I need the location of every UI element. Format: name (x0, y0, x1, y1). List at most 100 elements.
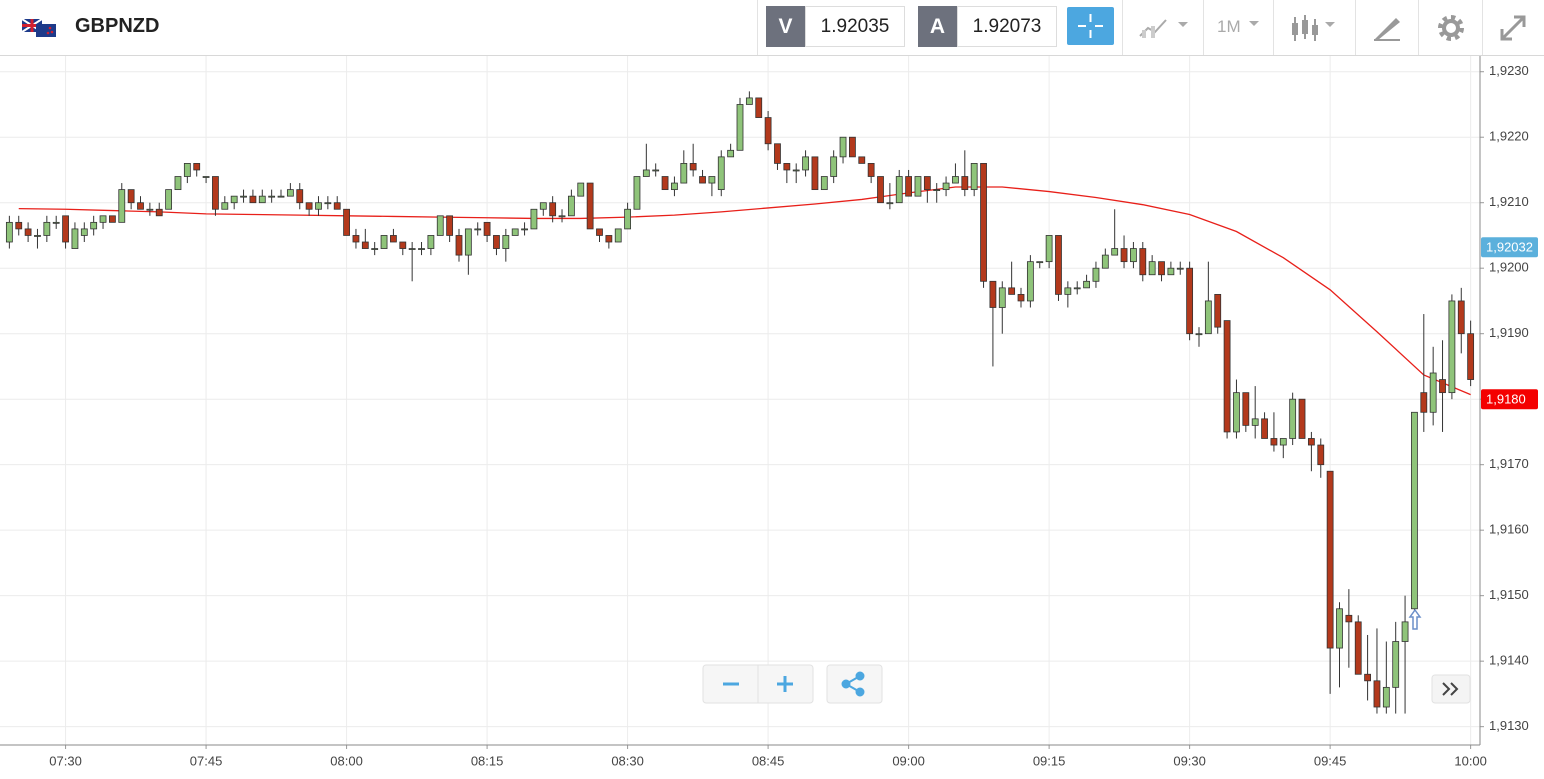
candle-body (1167, 267, 1175, 276)
bid-label[interactable]: V (766, 6, 805, 47)
candle-body (418, 248, 425, 250)
candle-body (1101, 254, 1109, 269)
candle-body (296, 189, 304, 204)
timeframe[interactable]: 1M (1217, 17, 1241, 36)
y-tick-label: 1,9170 (1489, 456, 1529, 471)
candle-body (1083, 280, 1090, 289)
candle-body (914, 176, 922, 197)
candle-body (989, 280, 997, 308)
chart-type-button[interactable] (1138, 16, 1193, 40)
candle-body (1017, 293, 1025, 302)
candle-body (202, 176, 210, 178)
scroll-end-button[interactable] (1431, 674, 1471, 704)
candle-body (1204, 300, 1212, 335)
symbol[interactable]: GBPNZD (75, 15, 160, 37)
moving-average-line (18, 186, 1471, 396)
x-tick-label: 07:30 (49, 753, 82, 768)
candle-body (877, 176, 884, 204)
ask-price[interactable]: 1.92073 (957, 6, 1057, 47)
candle-body (1270, 438, 1278, 446)
separator (1482, 0, 1483, 55)
candle-body (1411, 411, 1418, 610)
candle-body (399, 241, 407, 249)
candle-body (1392, 641, 1400, 688)
candle-body (624, 208, 631, 230)
candle-body (783, 163, 791, 171)
candle-body (952, 176, 959, 184)
bid-price[interactable]: 1.92035 (805, 6, 905, 47)
y-tick-label: 1,9190 (1489, 325, 1529, 340)
candle-body (1317, 444, 1325, 466)
candle-body (1467, 333, 1475, 380)
candle-body (34, 235, 41, 237)
candle-body (970, 163, 978, 191)
candle-body (502, 235, 510, 249)
candle-body (1429, 372, 1437, 413)
candle-body (249, 195, 257, 204)
candle-type-button[interactable] (1290, 13, 1345, 43)
separator (1418, 0, 1419, 55)
separator (1122, 0, 1123, 55)
x-tick-label: 09:00 (892, 753, 925, 768)
zoom-in-button[interactable] (777, 676, 793, 692)
candle-body (755, 97, 763, 118)
candle-body (1130, 248, 1137, 263)
candle-body (1457, 300, 1465, 335)
candle-body (521, 228, 528, 231)
candle-body (1364, 673, 1371, 682)
candle-body (109, 215, 116, 223)
candle-body (315, 202, 322, 210)
candle-body (661, 176, 669, 191)
candle-body (774, 143, 781, 164)
caret (1249, 21, 1259, 26)
candle-body (811, 156, 819, 191)
candle-body (1242, 392, 1250, 426)
fullscreen-button[interactable] (1498, 13, 1528, 43)
candle-body (820, 176, 828, 191)
ask-label[interactable]: A (918, 6, 957, 47)
candle-body (1326, 470, 1334, 649)
candle-body (1289, 398, 1297, 439)
candle-body (174, 176, 182, 191)
candle-body (596, 228, 603, 236)
candle-body (193, 163, 201, 171)
share-button[interactable] (826, 664, 883, 704)
crosshair-button[interactable] (1067, 7, 1114, 45)
settings-button[interactable] (1436, 13, 1466, 43)
candle-body (146, 208, 154, 211)
candle-body (165, 189, 173, 210)
candle-body (427, 235, 435, 249)
candle-body (830, 156, 838, 177)
toolbar: GBPNZD V 1.92035 A 1.92073 1M (0, 0, 1544, 56)
candle-body (221, 202, 229, 210)
candle-body (118, 189, 126, 223)
candle-body (745, 97, 753, 105)
candle-body (586, 182, 594, 230)
candle-body (530, 208, 538, 230)
candle-body (1279, 438, 1287, 446)
x-tick-label: 08:15 (471, 753, 504, 768)
candle-body (361, 241, 369, 249)
x-tick-label: 10:00 (1454, 753, 1487, 768)
candle-body (15, 221, 23, 230)
flag-icon (22, 19, 56, 37)
candle-body (436, 215, 444, 236)
draw-tool-button[interactable] (1372, 14, 1402, 42)
candle-body (633, 176, 641, 210)
candle-body (849, 136, 856, 158)
x-tick-label: 07:45 (190, 753, 223, 768)
candle-body (137, 202, 144, 210)
y-tick-label: 1,9230 (1489, 63, 1529, 78)
x-tick-label: 09:45 (1314, 753, 1347, 768)
candle-body (1186, 267, 1194, 335)
candle-body (1214, 293, 1222, 328)
candle-body (230, 195, 238, 204)
candle-body (567, 195, 575, 217)
candle-body (483, 221, 491, 236)
candle-body (1373, 680, 1381, 708)
candle-body (258, 195, 266, 204)
price-marker (1481, 237, 1538, 258)
candle-body (539, 202, 547, 210)
candle-body (455, 235, 463, 256)
